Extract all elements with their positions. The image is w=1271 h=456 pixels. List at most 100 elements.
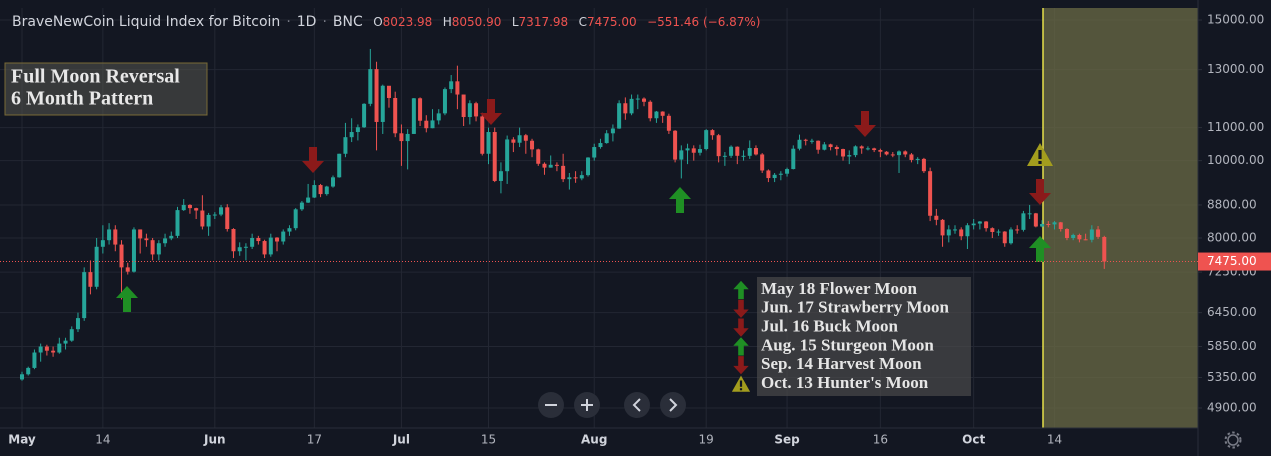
candle-body: [834, 147, 839, 150]
legend-icon: [733, 280, 749, 300]
candle-body: [44, 346, 49, 351]
candle-body: [1096, 229, 1101, 237]
candle-body: [977, 221, 982, 224]
candle-body: [517, 135, 522, 143]
y-tick-label: 13000.00: [1207, 62, 1264, 76]
candle-body: [181, 204, 186, 211]
candle-body: [480, 116, 485, 154]
candle-body: [442, 89, 447, 114]
candle-body: [897, 151, 902, 156]
change: −551.46 (−6.87%): [647, 15, 761, 29]
candle-body: [287, 228, 292, 232]
candle-body: [623, 103, 628, 114]
candle-body: [710, 130, 715, 136]
candle-body: [809, 140, 814, 142]
candle-body: [946, 229, 951, 236]
candle-body: [1058, 222, 1063, 230]
candle-body: [399, 133, 404, 142]
candle-body: [63, 340, 68, 344]
candle-body: [119, 244, 124, 268]
candle-body: [69, 329, 74, 341]
candle-body: [648, 101, 653, 119]
candle-body: [579, 175, 584, 179]
candle-body: [156, 243, 161, 255]
ohlc-label: O: [373, 15, 383, 29]
candle-body: [741, 155, 746, 157]
candle-body: [492, 132, 497, 181]
candle-body: [455, 81, 460, 95]
candle-body: [337, 153, 342, 178]
candle-body: [505, 139, 510, 172]
scroll-right-button[interactable]: [660, 392, 686, 418]
candle-body: [797, 139, 802, 149]
candle-body: [100, 240, 105, 247]
candle-body: [772, 174, 777, 179]
candle-body: [990, 228, 995, 232]
zoom-out-button[interactable]: [538, 392, 564, 418]
candle-body: [26, 367, 31, 375]
y-tick-label: 10000.00: [1207, 153, 1264, 167]
candle-body: [32, 352, 37, 368]
candle-body: [884, 151, 889, 155]
candle-body: [144, 238, 149, 241]
candle-body: [685, 148, 690, 151]
candle-body: [542, 163, 547, 168]
candle-body: [642, 98, 646, 102]
legend-label: Aug. 15 Sturgeon Moon: [761, 335, 934, 354]
candle-body: [243, 246, 248, 248]
candle-body: [436, 113, 441, 121]
symbol-title: BraveNewCoin Liquid Index for Bitcoin: [12, 14, 281, 30]
candle-body: [660, 111, 665, 116]
candle-body: [169, 235, 174, 239]
candle-body: [386, 85, 391, 98]
candle-body: [753, 148, 758, 155]
x-tick-label: 15: [481, 433, 496, 447]
candle-body: [915, 158, 920, 160]
candle-body: [256, 238, 261, 242]
candle-body: [1083, 239, 1088, 241]
candle-body: [131, 229, 136, 272]
candle-body: [747, 148, 752, 156]
y-tick-label: 15000.00: [1207, 13, 1264, 27]
y-tick-label: 5350.00: [1207, 370, 1257, 384]
candle-body: [536, 149, 541, 164]
candle-body: [486, 132, 491, 154]
x-tick-label: 16: [873, 433, 888, 447]
candle-body: [163, 238, 168, 244]
candle-body: [673, 130, 678, 160]
candle-body: [355, 127, 360, 133]
candle-body: [847, 155, 852, 157]
candle-body: [934, 215, 939, 220]
candle-body: [729, 146, 734, 156]
legend-label: Jul. 16 Buck Moon: [761, 317, 899, 336]
candle-body: [107, 229, 112, 241]
candle-body: [716, 135, 721, 157]
candle-body: [88, 272, 93, 287]
candle-body: [411, 98, 416, 134]
candle-body: [237, 247, 242, 252]
scroll-left-button[interactable]: [624, 392, 650, 418]
candle-body: [75, 318, 80, 330]
candle-body: [312, 185, 317, 198]
zoom-in-button[interactable]: [574, 392, 600, 418]
candle-body: [1015, 229, 1020, 231]
candle-body: [822, 144, 827, 150]
candle-body: [610, 128, 615, 134]
candle-body: [697, 149, 702, 153]
ohlc-value: 7317.98: [518, 15, 569, 29]
legend-icon: [733, 318, 749, 337]
exchange: BNC: [332, 14, 363, 30]
candle-body: [691, 148, 696, 153]
settings-button[interactable]: [1224, 431, 1242, 449]
candle-body: [859, 146, 864, 149]
candle-body: [1089, 229, 1094, 240]
annotation-line: Full Moon Reversal: [11, 66, 180, 88]
y-tick-label: 8000.00: [1207, 231, 1257, 245]
candle-body: [150, 240, 155, 255]
candle-body: [996, 231, 1001, 233]
up-arrow: [116, 286, 138, 312]
candle-body: [841, 149, 846, 157]
candle-body: [380, 85, 385, 122]
x-tick-label: 14: [1047, 433, 1062, 447]
